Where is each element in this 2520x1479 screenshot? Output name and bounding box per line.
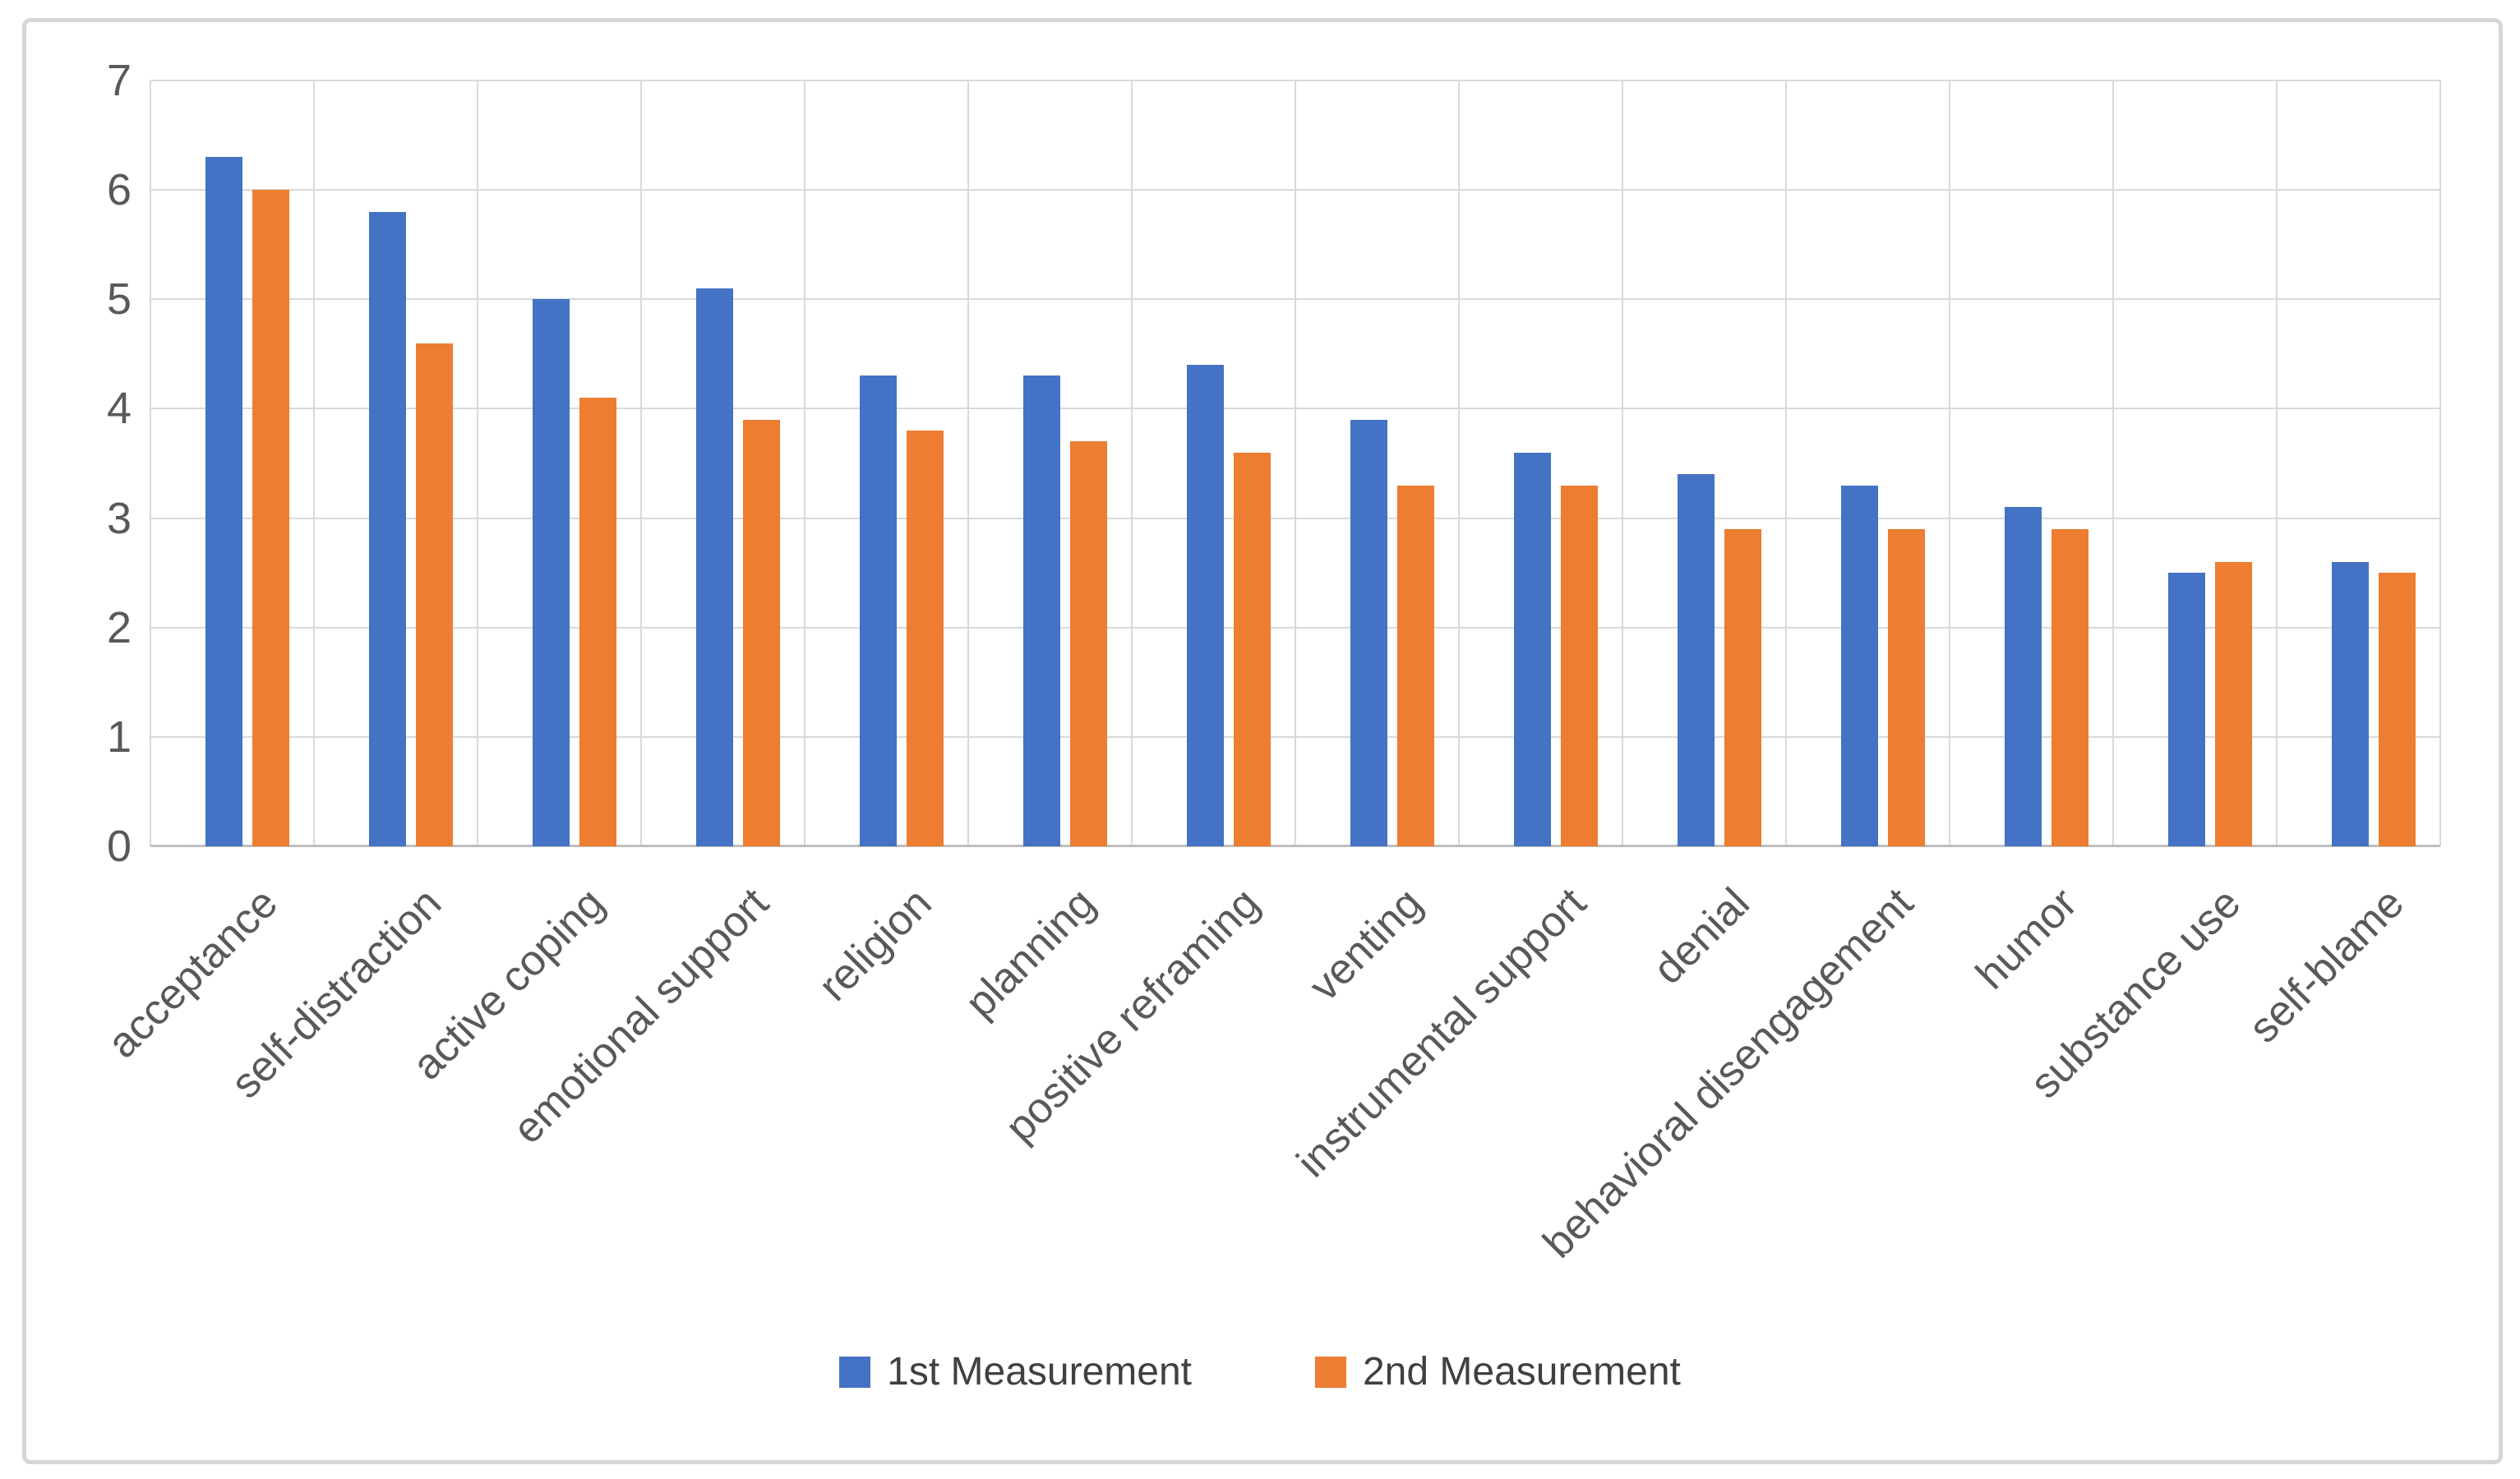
bar-2nd-measurement-emotional-support bbox=[743, 420, 780, 846]
gridline-vertical-9 bbox=[1622, 81, 1623, 846]
gridline-horizontal-4 bbox=[150, 408, 2440, 409]
gridline-vertical-10 bbox=[1785, 81, 1787, 846]
gridline-horizontal-3 bbox=[150, 518, 2440, 519]
bar-1st-measurement-humor bbox=[2005, 507, 2042, 846]
bar-1st-measurement-planning bbox=[1023, 376, 1060, 846]
y-tick-label-0: 0 bbox=[106, 822, 132, 871]
gridline-vertical-2 bbox=[477, 81, 478, 846]
bar-2nd-measurement-denial bbox=[1724, 529, 1761, 846]
gridline-vertical-6 bbox=[1131, 81, 1133, 846]
gridline-vertical-0 bbox=[150, 81, 151, 846]
gridline-horizontal-2 bbox=[150, 627, 2440, 629]
legend-swatch-2nd-measurement-icon bbox=[1314, 1356, 1346, 1388]
gridline-horizontal-1 bbox=[150, 736, 2440, 738]
plot-area bbox=[150, 80, 2441, 847]
gridline-horizontal-7 bbox=[150, 80, 2440, 81]
bar-1st-measurement-denial bbox=[1678, 474, 1715, 846]
gridline-horizontal-5 bbox=[150, 298, 2440, 300]
bar-1st-measurement-emotional-support bbox=[696, 288, 733, 846]
bar-2nd-measurement-self-distraction bbox=[416, 343, 453, 846]
y-tick-label-1: 1 bbox=[106, 712, 132, 762]
gridline-vertical-8 bbox=[1458, 81, 1460, 846]
bar-1st-measurement-substance-use bbox=[2168, 573, 2205, 846]
bar-2nd-measurement-religion bbox=[907, 431, 944, 846]
gridline-vertical-14 bbox=[2439, 81, 2441, 846]
bar-1st-measurement-acceptance bbox=[205, 157, 242, 846]
legend: 1st Measurement 2nd Measurement bbox=[0, 1349, 2520, 1394]
gridline-vertical-12 bbox=[2112, 81, 2114, 846]
bar-1st-measurement-self-blame bbox=[2332, 562, 2369, 846]
bar-2nd-measurement-venting bbox=[1397, 486, 1434, 846]
legend-label-2nd-measurement: 2nd Measurement bbox=[1362, 1350, 1681, 1394]
bar-2nd-measurement-self-blame bbox=[2379, 573, 2416, 846]
bar-2nd-measurement-positive-reframing bbox=[1234, 453, 1271, 846]
y-tick-label-4: 4 bbox=[106, 384, 132, 433]
gridline-vertical-13 bbox=[2276, 81, 2278, 846]
bar-2nd-measurement-acceptance bbox=[252, 190, 289, 846]
y-tick-label-5: 5 bbox=[106, 274, 132, 324]
legend-label-1st-measurement: 1st Measurement bbox=[887, 1350, 1192, 1394]
bar-1st-measurement-positive-reframing bbox=[1187, 365, 1224, 846]
y-tick-label-3: 3 bbox=[106, 494, 132, 543]
gridline-horizontal-6 bbox=[150, 189, 2440, 191]
y-tick-label-2: 2 bbox=[106, 603, 132, 652]
legend-item-1st-measurement: 1st Measurement bbox=[839, 1349, 1192, 1394]
bar-1st-measurement-venting bbox=[1350, 420, 1387, 846]
gridline-vertical-4 bbox=[804, 81, 805, 846]
y-tick-label-7: 7 bbox=[106, 56, 132, 105]
x-axis-line bbox=[150, 845, 2440, 847]
bar-1st-measurement-active-coping bbox=[533, 299, 570, 846]
bar-2nd-measurement-substance-use bbox=[2215, 562, 2252, 846]
bar-1st-measurement-behavioral-disengagement bbox=[1841, 486, 1878, 846]
bar-1st-measurement-instrumental-support bbox=[1514, 453, 1551, 846]
gridline-vertical-5 bbox=[967, 81, 969, 846]
bar-1st-measurement-religion bbox=[860, 376, 897, 846]
gridline-vertical-7 bbox=[1295, 81, 1296, 846]
y-tick-label-6: 6 bbox=[106, 165, 132, 214]
bar-1st-measurement-self-distraction bbox=[369, 212, 406, 846]
legend-swatch-1st-measurement-icon bbox=[839, 1356, 871, 1388]
gridline-vertical-3 bbox=[640, 81, 642, 846]
bar-2nd-measurement-humor bbox=[2052, 529, 2088, 846]
bar-2nd-measurement-behavioral-disengagement bbox=[1888, 529, 1925, 846]
bar-2nd-measurement-instrumental-support bbox=[1561, 486, 1598, 846]
gridline-vertical-11 bbox=[1949, 81, 1950, 846]
gridline-vertical-1 bbox=[313, 81, 315, 846]
bar-2nd-measurement-active-coping bbox=[579, 398, 616, 846]
legend-item-2nd-measurement: 2nd Measurement bbox=[1314, 1349, 1681, 1394]
bar-2nd-measurement-planning bbox=[1070, 441, 1107, 846]
